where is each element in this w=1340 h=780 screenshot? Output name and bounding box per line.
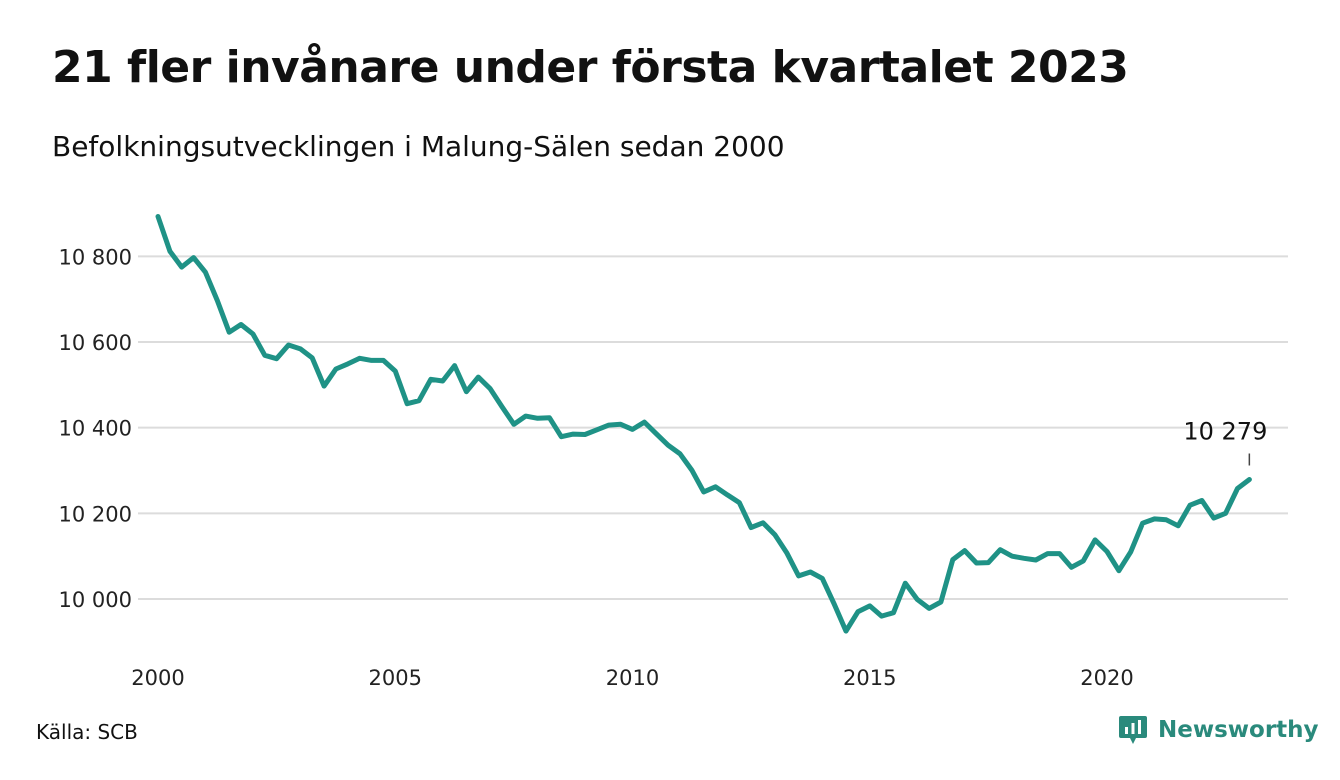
x-axis-ticks: 2000 2005 2010 2015 2020 xyxy=(131,666,1133,690)
brand-logo[interactable]: Newsworthy xyxy=(1118,714,1319,746)
y-tick-label: 10 200 xyxy=(59,502,132,526)
annotation-label: 10 279 xyxy=(1183,418,1267,446)
x-tick-label: 2015 xyxy=(843,666,896,690)
y-axis-ticks: 10 000 10 200 10 400 10 600 10 800 xyxy=(59,245,132,612)
grid-lines xyxy=(138,255,1288,600)
x-tick-label: 2020 xyxy=(1080,666,1133,690)
data-series xyxy=(155,214,1252,634)
y-tick-label: 10 600 xyxy=(59,331,132,355)
x-tick-label: 2005 xyxy=(369,666,422,690)
newsworthy-logo-icon xyxy=(1119,716,1147,744)
x-tick-label: 2010 xyxy=(606,666,659,690)
source-note: Källa: SCB xyxy=(36,720,138,744)
y-tick-label: 10 000 xyxy=(59,588,132,612)
y-tick-label: 10 800 xyxy=(59,245,132,269)
population-line xyxy=(155,214,1252,634)
x-tick-label: 2000 xyxy=(131,666,184,690)
y-tick-label: 10 400 xyxy=(59,417,132,441)
brand-name: Newsworthy xyxy=(1158,717,1319,743)
annotation: 10 279 xyxy=(1183,418,1267,466)
chart-subtitle: Befolkningsutvecklingen i Malung-Sälen s… xyxy=(52,130,785,163)
chart-title: 21 fler invånare under första kvartalet … xyxy=(52,42,1129,93)
